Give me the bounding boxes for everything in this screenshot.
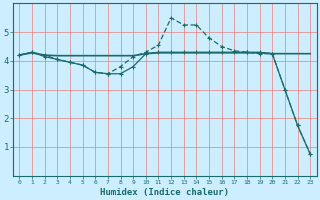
X-axis label: Humidex (Indice chaleur): Humidex (Indice chaleur) bbox=[100, 188, 229, 197]
